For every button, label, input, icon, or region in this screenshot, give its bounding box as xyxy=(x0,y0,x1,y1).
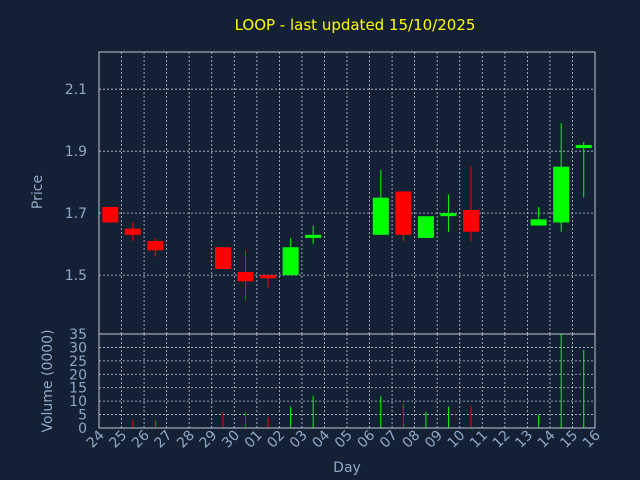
x-tick-label: 02 xyxy=(264,428,288,452)
candle-body xyxy=(282,247,299,276)
x-tick-label: 05 xyxy=(332,428,356,452)
x-tick-label: 14 xyxy=(535,427,559,451)
x-tick-label: 30 xyxy=(219,428,243,452)
candle-body xyxy=(395,191,412,235)
volume-axis-label: Volume (0000) xyxy=(40,329,56,432)
candle-body xyxy=(372,197,389,235)
candle-body xyxy=(530,219,547,226)
volume-tick-label: 25 xyxy=(69,354,87,370)
x-tick-label: 24 xyxy=(84,427,108,451)
x-tick-label: 06 xyxy=(354,427,378,451)
volume-tick-label: 15 xyxy=(69,381,87,397)
volume-tick-label: 35 xyxy=(69,327,87,343)
x-tick-label: 12 xyxy=(490,428,514,452)
volume-tick-label: 10 xyxy=(69,394,87,410)
x-axis-label: Day xyxy=(333,460,361,476)
price-tick-label: 1.9 xyxy=(65,144,87,160)
x-tick-label: 28 xyxy=(174,428,198,452)
candle-body xyxy=(124,228,141,235)
x-tick-label: 15 xyxy=(557,428,581,452)
volume-tick-label: 30 xyxy=(69,340,87,356)
price-tick-label: 2.1 xyxy=(65,82,87,98)
candle-body xyxy=(305,234,322,238)
x-tick-labels: 2425262728293001020304050607080910111213… xyxy=(84,427,604,451)
x-tick-label: 16 xyxy=(580,427,604,451)
candle-body xyxy=(440,213,457,217)
volume-panel-frame xyxy=(98,333,596,429)
x-tick-label: 27 xyxy=(152,428,176,452)
x-tick-label: 01 xyxy=(242,428,266,452)
candle-body xyxy=(260,275,277,279)
x-tick-label: 10 xyxy=(445,428,469,452)
candle-body xyxy=(553,166,570,223)
x-tick-label: 07 xyxy=(377,428,401,452)
candle-body xyxy=(417,216,434,238)
x-tick-label: 29 xyxy=(197,428,221,452)
candle-body xyxy=(237,272,254,282)
x-tick-label: 11 xyxy=(467,428,491,452)
candle-body xyxy=(215,247,231,269)
price-tick-label: 1.7 xyxy=(65,206,87,222)
x-tick-label: 09 xyxy=(422,428,446,452)
price-tick-label: 1.5 xyxy=(65,268,87,284)
x-tick-label: 08 xyxy=(400,428,424,452)
candle-body xyxy=(102,206,119,223)
candles xyxy=(102,123,592,300)
candle-body xyxy=(575,144,592,149)
price-axis-label: Price xyxy=(30,175,46,209)
candle-body xyxy=(147,241,164,251)
x-tick-label: 26 xyxy=(129,427,153,451)
price-grid xyxy=(99,52,595,334)
volume-tick-label: 20 xyxy=(69,367,87,383)
volume-tick-label: 0 xyxy=(78,421,87,437)
chart-title: LOOP - last updated 15/10/2025 xyxy=(235,16,476,34)
x-tick-label: 03 xyxy=(287,428,311,452)
volume-bars xyxy=(132,334,585,428)
price-tick-labels: 1.5 1.7 1.9 2.1 xyxy=(65,82,87,284)
volume-tick-label: 5 xyxy=(78,408,87,424)
volume-grid xyxy=(99,333,595,429)
x-tick-label: 13 xyxy=(512,428,536,452)
x-tick-label: 25 xyxy=(106,428,130,452)
candle-body xyxy=(463,210,479,232)
x-tick-label: 04 xyxy=(309,427,333,451)
